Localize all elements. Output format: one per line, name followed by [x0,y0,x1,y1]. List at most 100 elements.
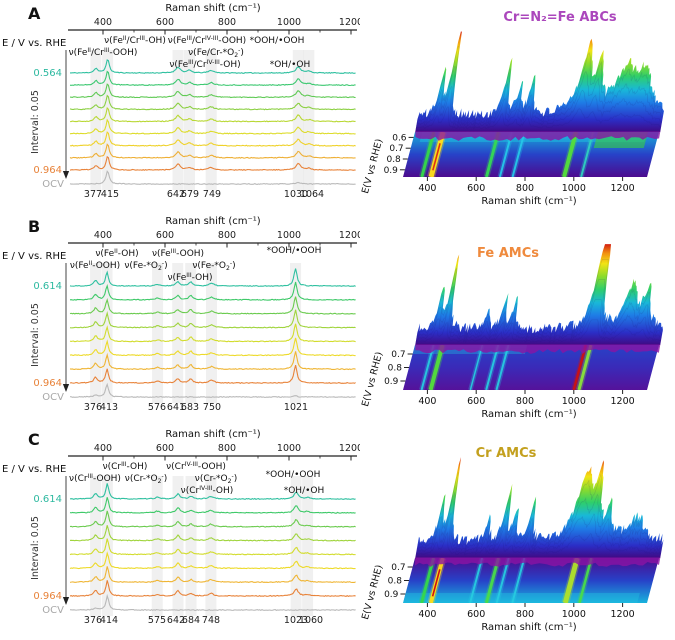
spectrum-curve [69,143,356,159]
heatmap-streak [495,558,510,603]
highlight-band [185,476,197,616]
potential-arrow-head [62,597,70,605]
spectrum-curve [69,155,356,171]
spectrum-curve [69,551,356,570]
axis-tick-label: 1200 [339,230,360,241]
axis-tick-label: 600 [156,443,174,454]
e-axis-tick-label: 0.8 [388,364,403,374]
surface-texture-line [416,45,664,122]
spectrum-curve [69,483,356,500]
surface-plot-abcs: 0.60.70.80.9E(V vs RHE) 400 600 800 1000 1200… [360,31,664,207]
surface-texture-line [416,65,663,124]
peak-assignment-annotation: ν(FeII/CrIII-OOH) [69,47,138,58]
x-axis-tick-label: 600 [467,183,485,194]
peak-assignment-annotation: ν(FeIII/CrIV-III-OH) [169,59,240,70]
surface-texture-line [415,299,662,341]
spectrum-curve [69,497,356,514]
x-axis-tick-label: 800 [516,183,534,194]
spectrum-curve [69,538,356,556]
x-axis-tick-label: 600 [467,609,485,620]
axis-tick-label: 400 [94,443,112,454]
peak-assignment-annotation: ν(FeII/CrIII-OH) [104,35,166,46]
peak-position-label: 679 [181,189,199,200]
e-axis-tick-label: 0.8 [388,577,403,587]
start-potential-label: 0.614 [33,494,62,505]
peak-assignment-annotation: ν(FeIII-OOH) [152,248,204,259]
spectrum-curve [69,131,356,147]
peak-position-label: 376 [84,615,102,626]
x-axis-tick-label: 1000 [562,183,586,194]
spectrum-curve [69,296,356,315]
heatmap-streak [420,345,435,390]
x-axis-tick-label: 800 [516,609,534,620]
spectrum-curve [69,323,356,343]
peak-position-label: 575 [148,615,166,626]
peak-position-label: 684 [182,615,200,626]
highlight-band [90,263,102,403]
end-potential-label: 0.964 [33,378,62,389]
peak-assignment-annotation: ν(FeIII/CrIV-III-OOH) [168,35,246,46]
surface-silhouette [415,457,664,558]
peak-position-label: 641 [167,402,185,413]
ocv-spectrum-curve [69,382,356,398]
highlight-band [172,263,184,403]
heatmap-streak [511,132,526,177]
highlight-band [206,263,217,403]
peak-position-label: 642 [167,189,185,200]
highlight-band [183,50,195,190]
peak-assignment-annotation: *OOH/•OOH [266,470,321,480]
highlight-band [292,50,304,190]
surface-purple-fringe [415,131,661,141]
heatmap-streak [562,558,580,603]
peak-position-label: 576 [148,402,166,413]
e-axis-label: E(V vs RHE) [360,138,385,195]
spectrum-curve [69,566,356,584]
peak-assignment-annotation: ν(CrIV-III-OH) [181,485,234,496]
interval-label: Interval: 0.05 [30,516,41,580]
highlight-band [205,476,217,616]
e-axis-tick-label: 0.7 [389,144,403,154]
heatmap-streak [580,132,595,177]
surface-3d [415,244,663,354]
peak-assignment-annotation: ν(FeII-OH) [95,248,138,259]
surface-texture-line [416,512,663,554]
plot-title-cr-amcs: Cr AMCs [475,446,537,461]
peak-assignment-annotation: *OH/•OH [284,486,325,496]
ocv-spectrum-curve [69,170,356,185]
end-potential-label: 0.964 [33,165,62,176]
heatmap-streak [420,132,436,177]
peak-assignment-annotation: ν(CrIII-OH) [103,461,148,472]
x-axis-tick-label: 1000 [562,396,586,407]
surface-texture-line [417,492,663,550]
peak-position-label: 1021 [284,402,308,413]
spectrum-curve [69,83,356,99]
surface-plot-fe-amcs: 0.7 0.8 0.9E(V vs RHE) 400 600 800 1000 1200 Ram… [360,244,663,420]
spectrum-curve [69,580,356,597]
peak-position-label: 415 [101,189,119,200]
peak-position-label: 750 [203,402,221,413]
highlight-band [101,476,113,616]
axis-tick-label: 800 [218,17,236,28]
raman-shift-axis-title: Raman shift (cm⁻¹) [481,622,576,633]
e-axis-tick-label: 0.9 [384,590,399,600]
spectra-panel-a: 400 600 800 1000 1200 Raman shift (cm⁻¹) E / V… [2,3,360,200]
heatmap-hot-zone [403,593,640,603]
peak-position-label: 377 [84,189,102,200]
peak-assignment-annotation: ν(FeII-OOH) [70,260,120,271]
e-axis-tick-label: 0.8 [386,155,401,165]
peak-position-label: 1030 [284,189,308,200]
surface-3d [415,31,664,141]
raman-shift-axis-title: Raman shift (cm⁻¹) [481,409,576,420]
panel-label-b: B [28,217,41,236]
heatmap-streak [495,345,510,390]
x-axis-tick-label: 400 [418,183,436,194]
surface-texture-line [416,279,663,339]
spectrum-curve [69,525,356,542]
e-axis-label: E(V vs RHE) [360,564,385,621]
peak-assignment-annotation: *OOH/•OOH [267,246,322,256]
highlight-band [90,476,102,616]
peak-assignment-annotation: ν(CrIII-OOH) [69,473,121,484]
peak-position-label: 1064 [300,189,324,200]
plot-title-fe-amcs: Fe AMCs [477,246,539,261]
